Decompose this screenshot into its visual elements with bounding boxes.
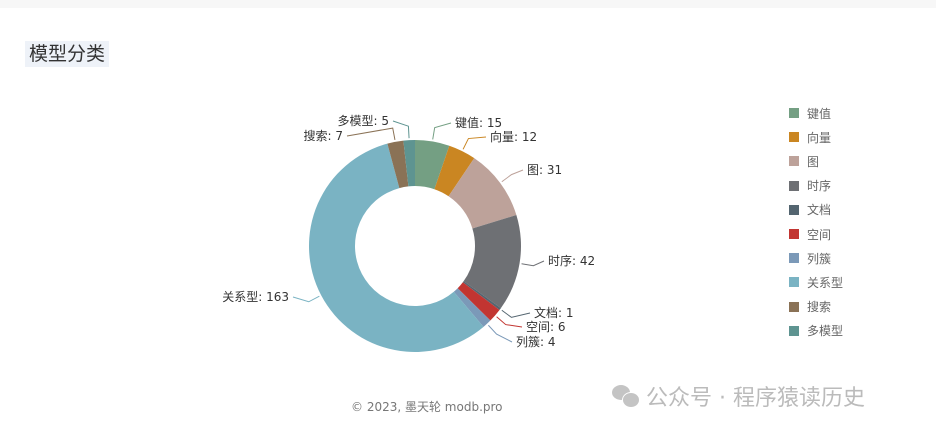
legend-item[interactable]: 时序: [789, 174, 843, 198]
legend-item[interactable]: 键值: [789, 101, 843, 125]
leader-line: [346, 127, 396, 140]
wechat-icon: [612, 385, 640, 408]
legend-swatch: [789, 156, 799, 167]
legend-item[interactable]: 向量: [789, 125, 843, 149]
data-label: 向量: 12: [490, 129, 537, 144]
legend-swatch: [789, 180, 799, 191]
legend-swatch: [789, 204, 799, 215]
data-label: 多模型: 5: [338, 114, 390, 128]
legend-swatch: [789, 229, 799, 240]
slice-搜索[interactable]: [387, 140, 409, 189]
leader-line: [432, 122, 452, 140]
leader-line: [392, 120, 410, 139]
leader-line: [521, 260, 545, 267]
legend-label: 向量: [807, 130, 832, 145]
slice-列簇[interactable]: [453, 288, 491, 327]
slice-时序[interactable]: [463, 215, 521, 309]
legend-label: 列簇: [807, 251, 832, 266]
legend-item[interactable]: 图: [789, 149, 843, 173]
slice-图[interactable]: [448, 158, 517, 229]
leader-line: [292, 295, 320, 303]
slice-键值[interactable]: [415, 140, 450, 190]
data-label: 图: 31: [527, 163, 562, 177]
legend-label: 多模型: [807, 324, 844, 339]
legend-item[interactable]: 关系型: [789, 270, 843, 294]
data-label: 列簇: 4: [516, 334, 556, 349]
legend-swatch: [789, 277, 799, 288]
slice-关系型[interactable]: [308, 143, 484, 353]
legend-label: 文档: [807, 203, 832, 218]
legend-label: 图: [807, 154, 820, 169]
legend-label: 空间: [807, 227, 832, 242]
legend-item[interactable]: 文档: [789, 198, 843, 222]
legend-label: 时序: [807, 179, 832, 194]
legend-item[interactable]: 搜索: [789, 295, 843, 319]
data-label: 空间: 6: [526, 320, 566, 334]
slice-多模型[interactable]: [403, 140, 415, 187]
leader-line: [462, 136, 487, 150]
data-label: 文档: 1: [534, 305, 574, 320]
footer-copyright: © 2023, 墨天轮 modb.pro: [351, 400, 503, 414]
legend-swatch: [789, 253, 799, 264]
leader-line: [501, 309, 531, 318]
page-title: 模型分类: [25, 41, 110, 67]
legend-swatch: [789, 132, 799, 143]
slice-文档[interactable]: [462, 281, 501, 310]
legend-label: 关系型: [807, 275, 844, 290]
slice-向量[interactable]: [434, 145, 475, 197]
leader-line: [496, 316, 523, 328]
data-label: 关系型: 163: [222, 290, 289, 304]
leader-line: [501, 169, 524, 183]
leader-line: [488, 324, 513, 343]
top-bar: [0, 0, 936, 8]
legend-swatch: [789, 301, 799, 312]
legend-swatch: [789, 108, 799, 119]
slice-空间[interactable]: [457, 282, 500, 321]
data-label: 时序: 42: [548, 253, 595, 268]
data-label: 搜索: 7: [304, 128, 344, 143]
legend: 键值向量图时序文档空间列簇关系型搜索多模型: [789, 101, 843, 343]
legend-label: 键值: [807, 106, 832, 121]
watermark: 公众号 · 程序猿读历史: [612, 380, 865, 412]
watermark-text: 公众号 · 程序猿读历史: [646, 386, 865, 411]
legend-item[interactable]: 空间: [789, 222, 843, 246]
legend-item[interactable]: 多模型: [789, 319, 843, 343]
legend-item[interactable]: 列簇: [789, 246, 843, 270]
legend-label: 搜索: [807, 300, 832, 315]
data-label: 键值: 15: [455, 115, 502, 130]
legend-swatch: [789, 325, 799, 336]
